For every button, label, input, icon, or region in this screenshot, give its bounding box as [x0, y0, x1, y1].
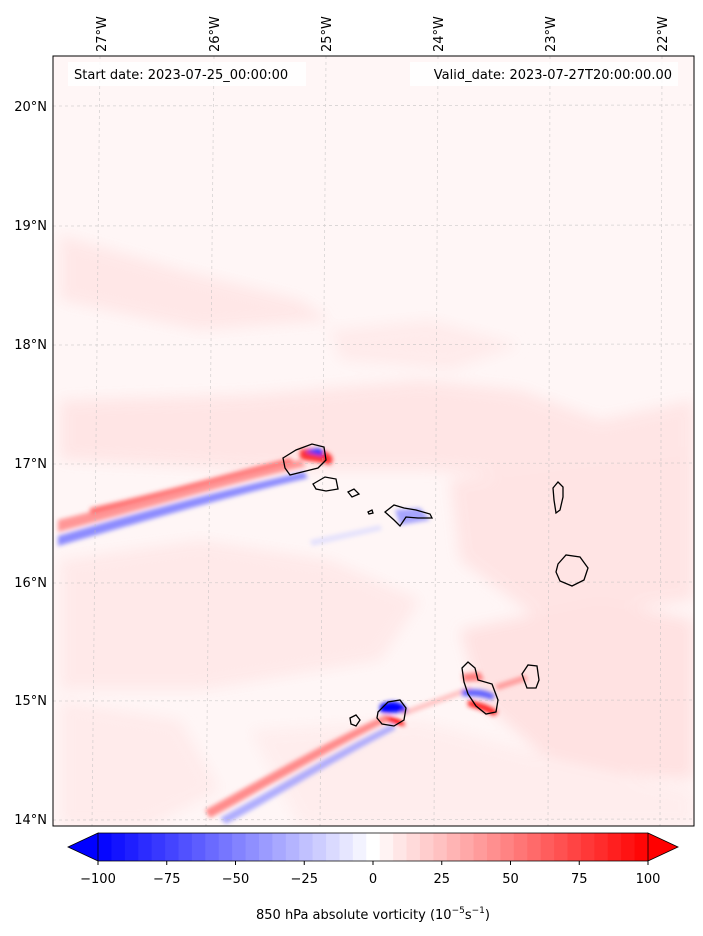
lat-tick-label: 16°N — [14, 576, 47, 591]
colorbar-segment — [98, 833, 113, 861]
lat-tick-label: 14°N — [14, 813, 47, 828]
colorbar-segment — [138, 833, 153, 861]
colorbar-segment — [406, 833, 421, 861]
vorticity-field — [53, 56, 694, 826]
colorbar-segment — [393, 833, 408, 861]
colorbar-segment — [433, 833, 448, 861]
lat-tick-label: 19°N — [14, 219, 47, 234]
island-fogo — [376, 699, 407, 727]
colorbar-segment — [446, 833, 461, 861]
colorbar-segment — [621, 833, 636, 861]
colorbar-segment — [567, 833, 582, 861]
map-frame — [52, 55, 695, 827]
colorbar-tick-label: −100 — [80, 872, 116, 887]
colorbar-extend-max — [647, 832, 679, 862]
colorbar-tick-label: −25 — [291, 872, 318, 887]
colorbar-tick-label: 0 — [369, 872, 377, 887]
start-date-label: Start date: 2023-07-25_00:00:00 — [74, 68, 288, 83]
island-branco — [367, 509, 374, 515]
island-boa-vista — [555, 554, 589, 587]
latitude-tick-labels: 20°N 19°N 18°N 17°N 16°N 15°N 14°N — [14, 100, 47, 828]
lon-tick-label: 23°W — [544, 16, 559, 52]
colorbar-segment — [111, 833, 126, 861]
colorbar-segment — [272, 833, 287, 861]
longitude-tick-labels: 27°W 26°W 25°W 24°W 23°W 22°W — [95, 16, 671, 52]
colorbar-segment — [527, 833, 542, 861]
colorbar-segment — [500, 833, 515, 861]
colorbar-segment — [513, 833, 528, 861]
colorbar-segment — [460, 833, 475, 861]
lat-tick-label: 20°N — [14, 100, 47, 115]
colorbar-extend-min — [67, 832, 99, 862]
valid-date-label: Valid_date: 2023-07-27T20:00:00.00 — [434, 68, 672, 83]
graticule — [53, 56, 694, 826]
colorbar-label: 850 hPa absolute vorticity (10−5s−1) — [256, 906, 490, 923]
lon-tick-label: 25°W — [320, 16, 335, 52]
colorbar-segment — [218, 833, 233, 861]
colorbar-tick-label: 25 — [433, 872, 450, 887]
colorbar-segment — [165, 833, 180, 861]
lon-tick-label: 22°W — [656, 16, 671, 52]
colorbar-segment — [299, 833, 314, 861]
colorbar-segment — [580, 833, 595, 861]
island-sao-vicente — [312, 476, 339, 492]
colorbar-segment — [607, 833, 622, 861]
colorbar-segment — [487, 833, 502, 861]
island-sao-nicolau — [383, 504, 434, 528]
colorbar-segment — [352, 833, 367, 861]
colorbar-segment — [312, 833, 327, 861]
island-maio — [521, 664, 540, 689]
colorbar-tick-label: −50 — [222, 872, 249, 887]
island-santiago — [461, 661, 499, 715]
colorbar-segment — [245, 833, 260, 861]
lat-tick-label: 18°N — [14, 338, 47, 353]
island-brava — [349, 714, 361, 727]
colorbar-segment — [124, 833, 139, 861]
colorbar-segment — [473, 833, 488, 861]
colorbar-segment — [634, 833, 649, 861]
colorbar-segment — [540, 833, 555, 861]
colorbar-segment — [326, 833, 341, 861]
island-santo-antao — [282, 443, 327, 476]
colorbar-tick-label: −75 — [153, 872, 180, 887]
colorbar-tick-label: 50 — [502, 872, 519, 887]
header-labels: Start date: 2023-07-25_00:00:00 Valid_da… — [68, 62, 678, 86]
lon-tick-label: 27°W — [95, 16, 110, 52]
map-panel: Start date: 2023-07-25_00:00:00 Valid_da… — [14, 16, 695, 828]
colorbar-segments — [98, 833, 649, 861]
colorbar-segment — [232, 833, 247, 861]
colorbar: −100 −75 −50 −25 0 25 50 75 100 850 hPa absolute… — [67, 832, 679, 923]
colorbar-ticks: −100 −75 −50 −25 0 25 50 75 100 — [80, 861, 660, 887]
island-sal — [552, 481, 564, 515]
colorbar-segment — [285, 833, 300, 861]
colorbar-segment — [258, 833, 273, 861]
lat-tick-label: 15°N — [14, 694, 47, 709]
island-santa-luzia — [346, 488, 361, 498]
lon-tick-label: 24°W — [432, 16, 447, 52]
colorbar-segment — [379, 833, 394, 861]
colorbar-segment — [366, 833, 381, 861]
colorbar-segment — [151, 833, 166, 861]
colorbar-segment — [205, 833, 220, 861]
coastlines — [282, 443, 589, 727]
colorbar-segment — [594, 833, 609, 861]
colorbar-tick-label: 75 — [571, 872, 588, 887]
lon-tick-label: 26°W — [208, 16, 223, 52]
colorbar-segment — [178, 833, 193, 861]
colorbar-tick-label: 100 — [636, 872, 661, 887]
colorbar-segment — [554, 833, 569, 861]
colorbar-segment — [419, 833, 434, 861]
lat-tick-label: 17°N — [14, 457, 47, 472]
colorbar-segment — [339, 833, 354, 861]
colorbar-segment — [191, 833, 206, 861]
